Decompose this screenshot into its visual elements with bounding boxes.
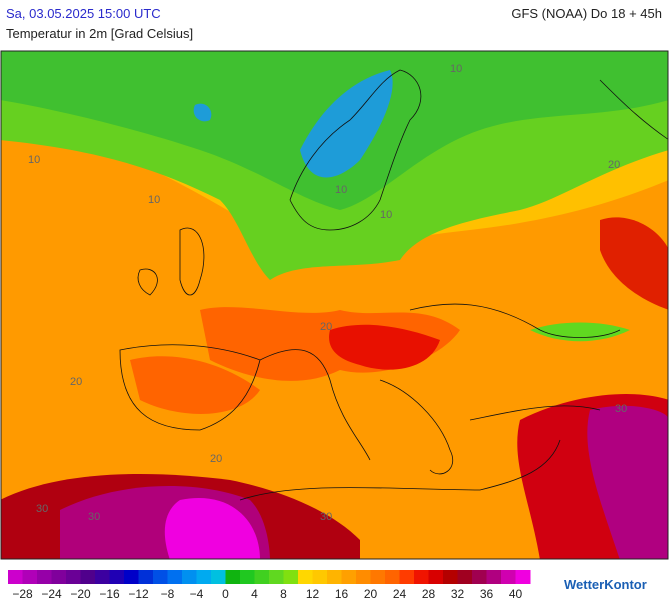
colorbar-swatch xyxy=(370,570,386,584)
colorbar-tick-label: 32 xyxy=(451,587,465,600)
colorbar-swatch xyxy=(225,570,241,584)
colorbar-swatch xyxy=(124,570,139,584)
colorbar-tick-label: −12 xyxy=(128,587,149,600)
colorbar-tick-label: 8 xyxy=(280,587,287,600)
contour-label: 10 xyxy=(28,154,40,166)
colorbar-swatch xyxy=(95,570,110,584)
colorbar-tick-label: −4 xyxy=(190,587,204,600)
contour-label: 30 xyxy=(320,511,332,523)
datetime: Sa, 03.05.2025 15:00 UTC xyxy=(6,6,161,21)
colorbar-swatch xyxy=(515,570,531,584)
colorbar: −28 −24 −20 −16 −12 −8 −4 0 4 8 12 16 20 24 28 32 36 40 xyxy=(8,570,531,600)
colorbar-swatch xyxy=(298,570,313,584)
colorbar-swatch xyxy=(399,570,415,584)
colorbar-tick-label: 28 xyxy=(422,587,436,600)
colorbar-swatch xyxy=(312,570,328,584)
colorbar-swatch xyxy=(356,570,371,584)
colorbar-swatch xyxy=(269,570,284,584)
colorbar-tick-label: 16 xyxy=(335,587,349,600)
colorbar-swatch xyxy=(153,570,168,584)
colorbar-swatch xyxy=(341,570,357,584)
contour-label: 20 xyxy=(70,376,82,388)
colorbar-swatch xyxy=(80,570,96,584)
colorbar-swatch xyxy=(109,570,125,584)
colorbar-tick-label: −16 xyxy=(99,587,120,600)
contour-label: 20 xyxy=(210,453,222,465)
colorbar-tick-label: 4 xyxy=(251,587,258,600)
colorbar-swatch xyxy=(283,570,299,584)
colorbar-swatch xyxy=(182,570,197,584)
colorbar-swatch xyxy=(327,570,342,584)
colorbar-tick-label: −28 xyxy=(12,587,33,600)
colorbar-swatch xyxy=(51,570,67,584)
contour-label: 10 xyxy=(450,63,462,75)
colorbar-tick-label: −20 xyxy=(70,587,91,600)
subtitle: Temperatur in 2m [Grad Celsius] xyxy=(6,26,193,41)
contour-label: 20 xyxy=(608,159,620,171)
colorbar-swatch xyxy=(472,570,487,584)
colorbar-swatch xyxy=(457,570,473,584)
colorbar-swatch xyxy=(211,570,226,584)
model-run: GFS (NOAA) Do 18 + 45h xyxy=(511,6,662,21)
contour-label: 10 xyxy=(380,209,392,221)
colorbar-swatch xyxy=(254,570,270,584)
colorbar-swatch xyxy=(22,570,38,584)
contour-label: 10 xyxy=(335,184,347,196)
colorbar-tick-label: −24 xyxy=(41,587,62,600)
colorbar-swatch xyxy=(37,570,52,584)
contour-label: 30 xyxy=(88,511,100,523)
contour-label: 20 xyxy=(320,321,332,333)
colorbar-swatch xyxy=(167,570,183,584)
colorbar-tick-label: 20 xyxy=(364,587,378,600)
colorbar-swatch xyxy=(486,570,502,584)
colorbar-swatch xyxy=(8,570,23,584)
colorbar-swatch xyxy=(414,570,429,584)
colorbar-tick-label: −8 xyxy=(161,587,175,600)
colorbar-swatch xyxy=(385,570,400,584)
colorbar-tick-label: 0 xyxy=(222,587,229,600)
colorbar-swatch xyxy=(501,570,516,584)
colorbar-tick-label: 24 xyxy=(393,587,407,600)
colorbar-swatch xyxy=(240,570,255,584)
colorbar-swatch xyxy=(443,570,458,584)
colorbar-swatch xyxy=(428,570,444,584)
colorbar-tick-label: 36 xyxy=(480,587,494,600)
contour-label: 30 xyxy=(36,503,48,515)
brand: WetterKontor xyxy=(564,577,647,592)
colorbar-tick-label: 12 xyxy=(306,587,320,600)
contour-labels: 10 10 10 10 10 20 20 20 20 30 30 30 30 xyxy=(28,63,627,523)
colorbar-swatch xyxy=(66,570,81,584)
contour-label: 30 xyxy=(615,403,627,415)
colorbar-swatch xyxy=(138,570,154,584)
map: 10 10 10 10 10 20 20 20 20 30 30 30 30 xyxy=(0,50,669,560)
colorbar-swatch xyxy=(196,570,212,584)
colorbar-tick-label: 40 xyxy=(509,587,523,600)
contour-label: 10 xyxy=(148,194,160,206)
